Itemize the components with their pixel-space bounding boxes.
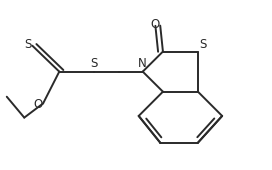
Text: S: S <box>25 38 32 50</box>
Text: N: N <box>138 57 147 70</box>
Text: S: S <box>91 57 98 70</box>
Text: S: S <box>199 38 206 50</box>
Text: O: O <box>151 18 160 31</box>
Text: O: O <box>34 98 43 111</box>
